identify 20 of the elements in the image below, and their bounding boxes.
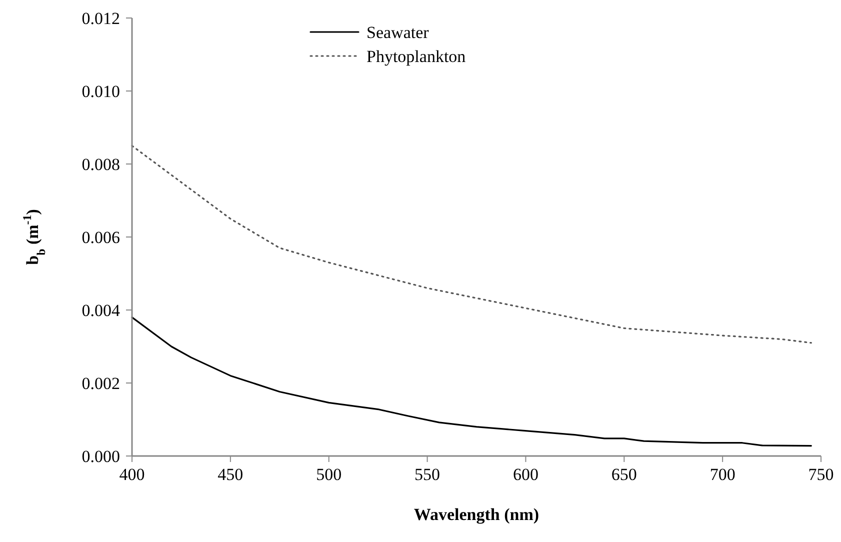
x-tick-label: 600 bbox=[512, 465, 538, 484]
x-axis-title: Wavelength (nm) bbox=[414, 505, 540, 524]
y-tick-label: 0.008 bbox=[82, 155, 120, 174]
y-tick-label: 0.000 bbox=[82, 447, 120, 466]
x-tick-label: 750 bbox=[808, 465, 834, 484]
x-tick-label: 650 bbox=[611, 465, 637, 484]
x-tick-label: 700 bbox=[710, 465, 736, 484]
x-tick-label: 550 bbox=[414, 465, 440, 484]
y-tick-label: 0.002 bbox=[82, 374, 120, 393]
line-series bbox=[131, 144, 812, 344]
y-tick-label: 0.004 bbox=[82, 301, 120, 320]
x-tick-label: 500 bbox=[316, 465, 342, 484]
y-tick-label: 0.010 bbox=[82, 82, 120, 101]
line-series bbox=[131, 316, 812, 447]
x-tick-label: 450 bbox=[218, 465, 244, 484]
x-tick-label: 400 bbox=[119, 465, 145, 484]
y-tick-label: 0.012 bbox=[82, 9, 120, 28]
legend-label: Seawater bbox=[366, 23, 430, 42]
legend-label: Phytoplankton bbox=[366, 47, 466, 66]
y-tick-label: 0.006 bbox=[82, 228, 120, 247]
